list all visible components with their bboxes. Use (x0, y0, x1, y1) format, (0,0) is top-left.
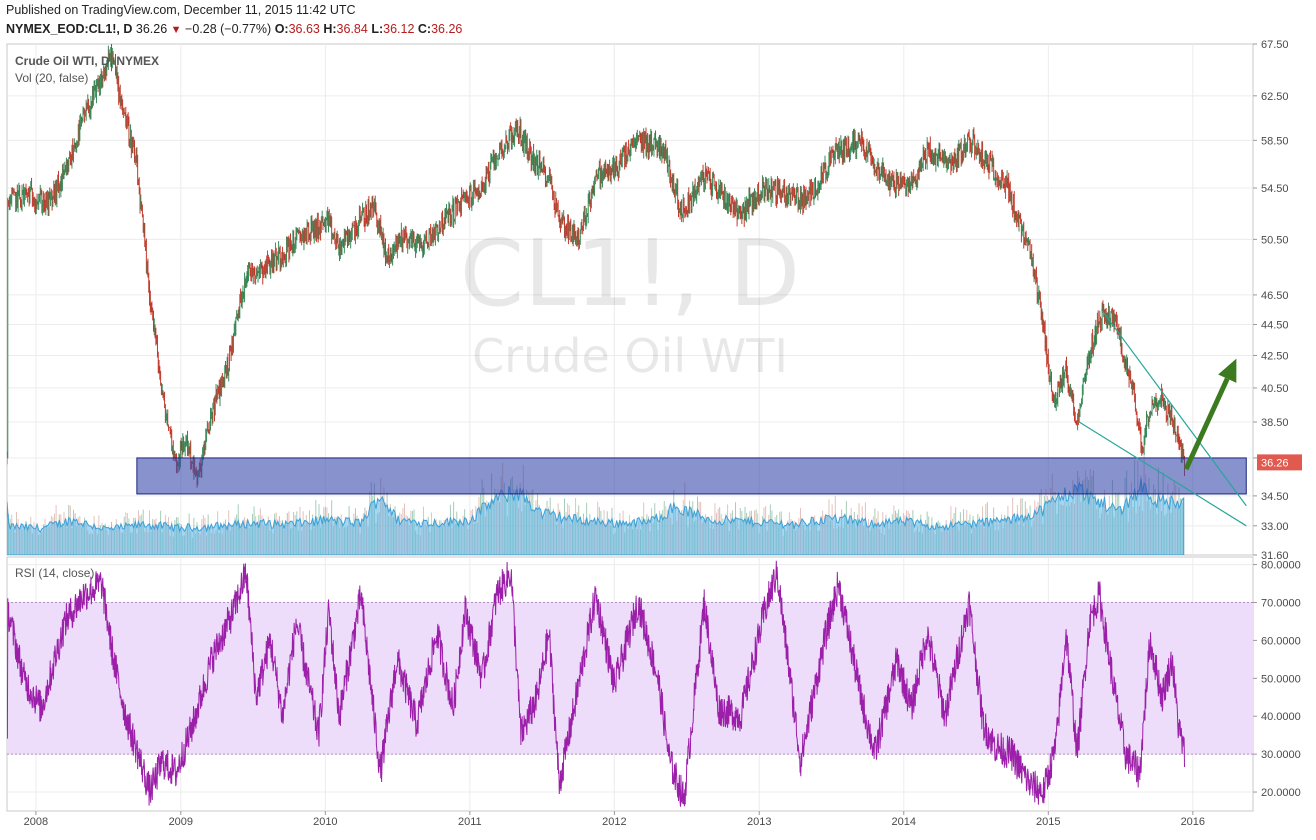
price-tick-label: 34.50 (1261, 491, 1289, 503)
price-tick-label: 38.50 (1261, 417, 1289, 429)
time-tick-label: 2008 (24, 816, 48, 828)
symbol-name[interactable]: NYMEX_EOD:CL1!, D (6, 22, 133, 36)
rsi-series (7, 560, 1185, 807)
time-tick-label: 2013 (747, 816, 771, 828)
rsi-tick-label: 70.0000 (1261, 597, 1301, 609)
volume-legend: Vol (20, false) (15, 71, 88, 85)
volume-series (7, 447, 1185, 555)
rsi-axis[interactable]: 80.0000 70.0000 60.0000 50.0000 40.0000 30.00… (1253, 560, 1301, 799)
published-note: Published on TradingView.com, December 1… (6, 3, 356, 17)
low-label: L: (371, 22, 384, 36)
time-axis[interactable]: 2008 2009 2010 2011 2012 2013 2014 2015 2016 (24, 811, 1205, 828)
time-tick-label: 2012 (602, 816, 626, 828)
price-tick-label: 44.50 (1261, 320, 1289, 332)
time-tick-label: 2011 (458, 816, 482, 828)
time-tick-label: 2010 (313, 816, 337, 828)
arrow-head-icon[interactable] (1218, 358, 1237, 383)
rsi-tick-label: 50.0000 (1261, 673, 1301, 685)
down-triangle-icon: ▼ (170, 24, 182, 36)
drawings[interactable] (136, 309, 1247, 527)
open-label: O: (274, 22, 289, 36)
price-change: −0.28 (−0.77%) (185, 22, 272, 36)
rsi-tick-label: 20.0000 (1261, 787, 1301, 799)
candle-series (7, 44, 1186, 488)
symbol-header: NYMEX_EOD:CL1!, D 36.26 ▼ −0.28 (−0.77%)… (6, 22, 462, 36)
price-tick-label: 58.50 (1261, 135, 1289, 147)
price-axis[interactable]: 67.50 62.50 58.50 54.50 50.50 46.50 44.50 42.50… (1253, 39, 1302, 562)
support-zone-rectangle[interactable] (136, 457, 1247, 495)
low-value: 36.12 (383, 22, 415, 36)
price-tick-label: 50.50 (1261, 234, 1289, 246)
trend-line[interactable] (1078, 421, 1247, 527)
time-tick-label: 2016 (1181, 816, 1205, 828)
watermark-symbol: CL1!, D (460, 220, 800, 327)
price-tick-label: 40.50 (1261, 383, 1289, 395)
close-label: C: (417, 22, 432, 36)
volume-average-area (7, 478, 1185, 555)
price-tick-label: 54.50 (1261, 183, 1289, 195)
time-tick-label: 2014 (892, 816, 916, 828)
price-tick-label: 62.50 (1261, 91, 1289, 103)
price-tick-label: 67.50 (1261, 39, 1289, 51)
time-tick-label: 2015 (1036, 816, 1060, 828)
rsi-tick-label: 30.0000 (1261, 749, 1301, 761)
watermark-name: Crude Oil WTI (472, 329, 788, 383)
trend-line[interactable] (1100, 309, 1247, 507)
high-label: H: (323, 22, 337, 36)
time-tick-label: 2009 (169, 816, 193, 828)
last-price-tag (1257, 454, 1302, 471)
price-tick-label: 33.00 (1261, 521, 1289, 533)
rsi-tick-label: 40.0000 (1261, 711, 1301, 723)
price-tick-label: 42.50 (1261, 350, 1289, 362)
price-tick-label: 46.50 (1261, 290, 1289, 302)
close-value: 36.26 (431, 22, 463, 36)
rsi-legend: RSI (14, close) (15, 566, 94, 580)
last-price-tag-label: 36.26 (1261, 457, 1289, 469)
up-arrow-icon[interactable] (1183, 377, 1230, 471)
high-value: 36.84 (336, 22, 368, 36)
rsi-tick-label: 80.0000 (1261, 560, 1301, 572)
main-legend-title: Crude Oil WTI, D, NYMEX (15, 54, 159, 68)
last-price: 36.26 (135, 22, 168, 36)
rsi-line (7, 560, 1185, 807)
rsi-tick-label: 60.0000 (1261, 635, 1301, 647)
open-value: 36.63 (288, 22, 320, 36)
price-tick-label: 31.60 (1261, 550, 1289, 562)
